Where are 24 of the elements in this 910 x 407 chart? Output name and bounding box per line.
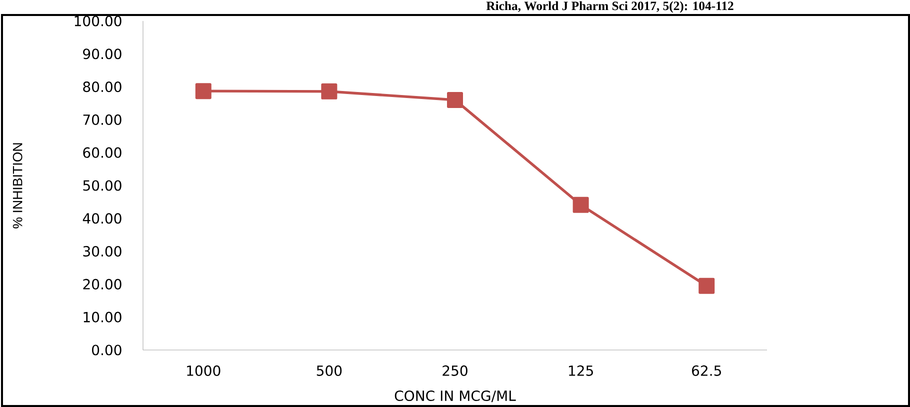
- point: [572, 196, 589, 213]
- point: [447, 92, 464, 108]
- y-axis-title: % INHIBITION: [12, 143, 22, 228]
- y-tick-label: 20.00: [83, 278, 122, 290]
- y-tick-label: 60.00: [83, 147, 122, 158]
- point: [321, 83, 338, 100]
- x-axis-title: CONC IN MCG/ML: [394, 390, 516, 402]
- y-tick-label: 90.00: [83, 48, 122, 60]
- x-tick-label: 62.5: [692, 365, 721, 376]
- y-tick-label: 10.00: [84, 312, 122, 322]
- y-tick-label: 80.00: [83, 82, 122, 92]
- y-tick-label: 0.00: [92, 344, 122, 356]
- y-tick-label: 100.00: [74, 16, 122, 26]
- point: [195, 83, 212, 100]
- x-tick-label: 250: [442, 365, 468, 376]
- x-tick-label: 500: [316, 365, 342, 376]
- y-tick-label: 70.00: [83, 114, 122, 125]
- x-tick-label: 1000: [187, 365, 220, 376]
- y-tick-label: 30.00: [83, 246, 122, 257]
- point: [698, 278, 715, 294]
- text: Richa, World J Pharm Sci 2017, 5(2): 104-112: [486, 1, 734, 13]
- y-tick-label: 40.00: [82, 213, 122, 224]
- y-tick-label: 50.00: [83, 180, 122, 191]
- x-tick-label: 125: [568, 365, 593, 376]
